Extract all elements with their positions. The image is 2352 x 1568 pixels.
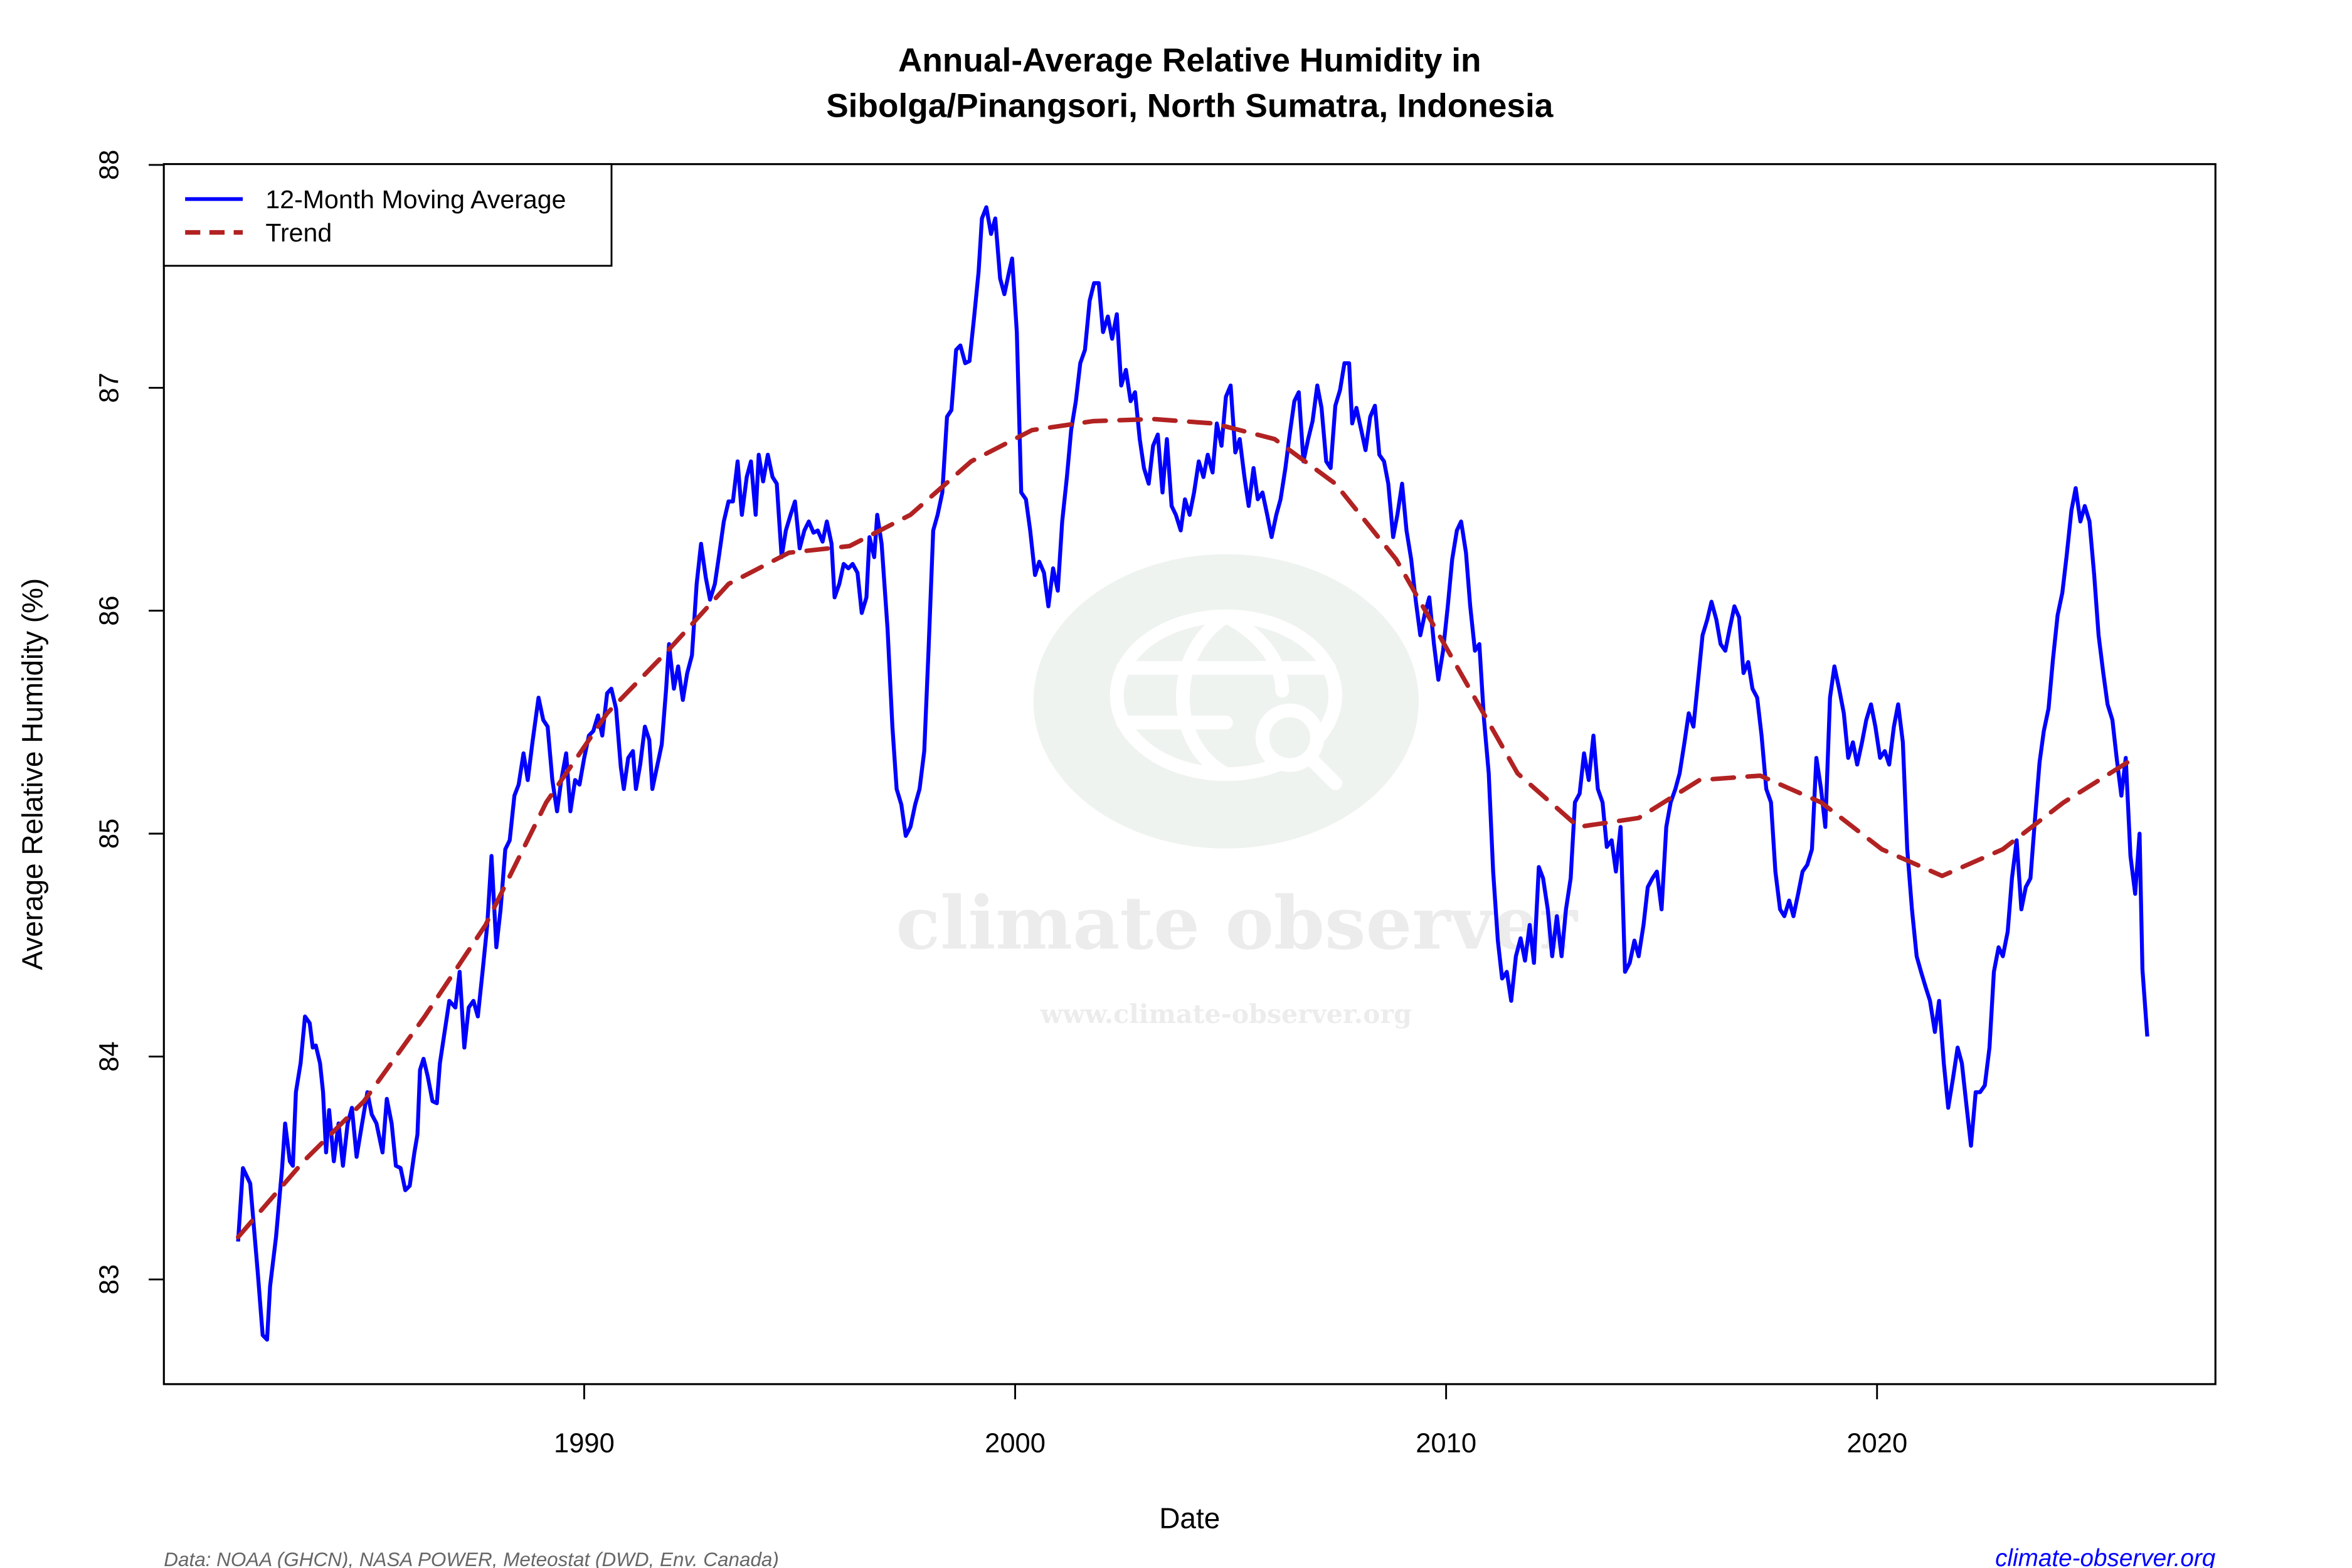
- x-tick-label: 2020: [1846, 1429, 1907, 1459]
- axes: 1990 2000 2010 2020 83 84 85 86 87 88: [95, 150, 1907, 1459]
- legend-label-trend: Trend: [265, 218, 332, 247]
- x-tick-label: 1990: [554, 1429, 615, 1459]
- legend: 12-Month Moving Average Trend: [162, 163, 613, 267]
- watermark: climate observer www.climate-observer.or…: [896, 554, 1579, 1029]
- watermark-name: climate observer: [896, 881, 1579, 967]
- y-axis-label: Average Relative Humidity (%): [16, 578, 49, 970]
- y-tick-label: 83: [95, 1264, 125, 1295]
- footer-site-link[interactable]: climate-observer.org: [1995, 1545, 2216, 1568]
- globe-magnifier-icon: [1110, 609, 1342, 790]
- x-tick-label: 2010: [1416, 1429, 1476, 1459]
- y-tick-label: 85: [95, 818, 125, 849]
- plot-frame: [162, 163, 2217, 1385]
- trend-line: [235, 416, 2141, 1240]
- chart-title-line-2: Sibolga/Pinangsori, North Sumatra, Indon…: [826, 88, 1554, 125]
- moving-average-line: [236, 205, 2149, 1342]
- y-tick-label: 86: [95, 595, 125, 625]
- y-tick-label: 88: [95, 150, 125, 180]
- footer-source: Data: NOAA (GHCN), NASA POWER, Meteostat…: [164, 1549, 779, 1568]
- legend-box: [162, 163, 613, 267]
- x-axis-label: Date: [1159, 1502, 1220, 1535]
- legend-label-moving-average: 12-Month Moving Average: [265, 185, 566, 214]
- y-tick-label: 84: [95, 1041, 125, 1071]
- series-layer: [235, 205, 2149, 1342]
- watermark-badge: [1033, 554, 1419, 849]
- watermark-url: www.climate-observer.org: [1040, 999, 1412, 1029]
- chart-title-line-1: Annual-Average Relative Humidity in: [898, 42, 1481, 79]
- y-tick-label: 87: [95, 373, 125, 403]
- x-tick-label: 2000: [985, 1429, 1046, 1459]
